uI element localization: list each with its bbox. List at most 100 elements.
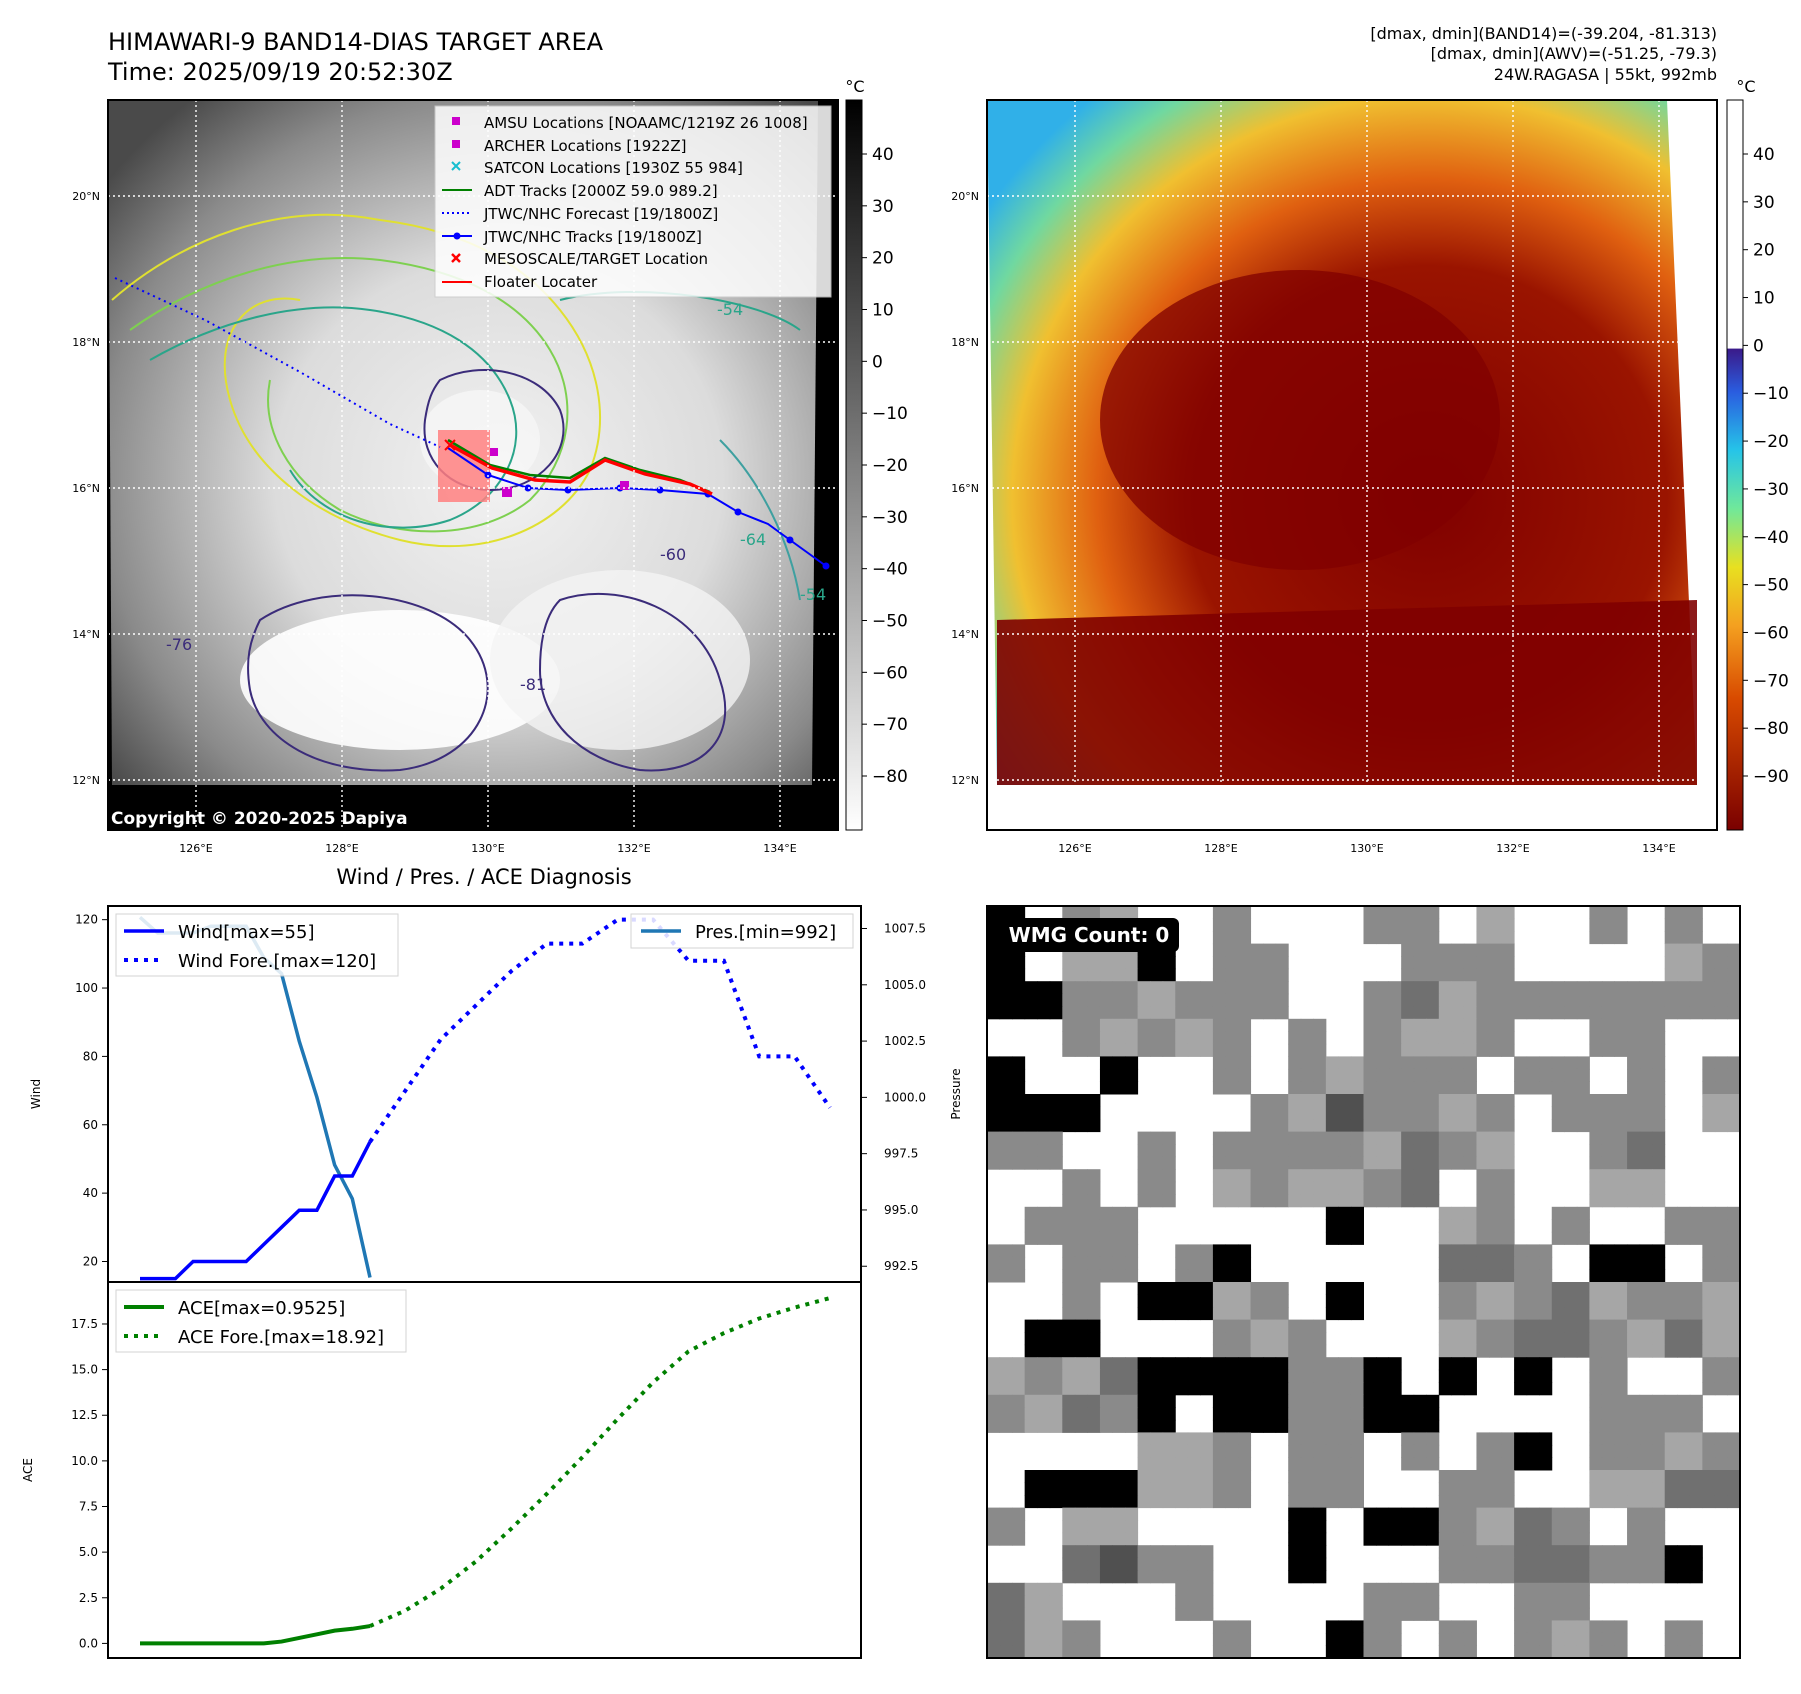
wmg-cell — [1426, 1194, 1440, 1208]
wmg-cell — [1212, 1068, 1226, 1082]
wmg-cell — [1087, 1181, 1101, 1195]
wmg-cell — [1501, 1307, 1515, 1321]
wmg-cell — [1426, 968, 1440, 982]
wmg-cell — [1589, 1394, 1603, 1408]
wmg-cell — [1476, 906, 1490, 920]
wmg-cell — [1087, 1006, 1101, 1020]
wmg-cell — [1652, 1507, 1666, 1521]
wmg-cell — [1238, 1294, 1252, 1308]
cold-cloud-south — [997, 600, 1697, 785]
wmg-cell — [1313, 1407, 1327, 1421]
wmg-cell — [1187, 993, 1201, 1007]
wmg-cell — [1350, 1432, 1364, 1446]
wmg-cell — [1300, 1357, 1314, 1371]
wmg-cell — [1564, 1219, 1578, 1233]
wmg-cell — [1677, 906, 1691, 920]
wmg-cell — [1476, 1131, 1490, 1145]
wmg-cell — [1664, 1620, 1678, 1634]
wmg-cell — [1238, 1495, 1252, 1509]
wmg-cell — [1401, 1119, 1415, 1133]
wmg-cell — [1099, 1557, 1113, 1571]
wmg-cell — [1714, 943, 1728, 957]
wmg-cell — [1463, 1244, 1477, 1258]
wmg-cell — [1514, 1332, 1528, 1346]
wmg-cell — [1300, 1144, 1314, 1158]
wmg-cell — [1664, 968, 1678, 982]
wmg-cell — [1501, 1557, 1515, 1571]
wmg-cell — [1576, 1106, 1590, 1120]
wmg-cell — [1313, 1507, 1327, 1521]
wmg-cell — [1601, 1444, 1615, 1458]
wmg-cell — [1325, 1282, 1339, 1296]
wmg-cell — [1639, 1269, 1653, 1283]
wmg-cell — [1401, 1607, 1415, 1621]
wmg-cell — [987, 968, 1001, 982]
wmg-cell — [1313, 1357, 1327, 1371]
colorbar-tick-label: 0 — [872, 352, 883, 372]
wmg-cell — [1589, 1419, 1603, 1433]
wmg-cell — [1401, 1394, 1415, 1408]
wmg-cell — [1714, 1332, 1728, 1346]
wmg-cell — [1601, 906, 1615, 920]
wmg-cell — [1576, 1219, 1590, 1233]
wmg-cell — [1175, 1482, 1189, 1496]
wmg-cell — [1576, 1607, 1590, 1621]
wmg-cell — [1150, 1495, 1164, 1509]
wmg-cell — [1476, 1256, 1490, 1270]
wmg-cell — [1212, 956, 1226, 970]
wmg-cell — [1325, 1094, 1339, 1108]
wmg-cell — [1702, 993, 1716, 1007]
wmg-cell — [1489, 1294, 1503, 1308]
wmg-cell — [1150, 1307, 1164, 1321]
wmg-cell — [1526, 1607, 1540, 1621]
wmg-cell — [1652, 1394, 1666, 1408]
wmg-cell — [1702, 1357, 1716, 1371]
wmg-cell — [1049, 1495, 1063, 1509]
wmg-cell — [1576, 1068, 1590, 1082]
wmg-cell — [1451, 1382, 1465, 1396]
wmg-cell — [1639, 1319, 1653, 1333]
wmg-cell — [1639, 1419, 1653, 1433]
wmg-cell — [1514, 1457, 1528, 1471]
wmg-cell — [1137, 1307, 1151, 1321]
wmg-cell — [1376, 1169, 1390, 1183]
diagnosis-title: Wind / Pres. / ACE Diagnosis — [336, 865, 631, 889]
wmg-cell — [1037, 1620, 1051, 1634]
wmg-cell — [1187, 1457, 1201, 1471]
wmg-cell — [1175, 1382, 1189, 1396]
wmg-cell — [1601, 1031, 1615, 1045]
wmg-cell — [1639, 1482, 1653, 1496]
wmg-cell — [987, 1369, 1001, 1383]
wmg-cell — [1689, 1482, 1703, 1496]
wmg-cell — [1112, 1419, 1126, 1433]
wmg-cell — [1413, 1119, 1427, 1133]
wmg-cell — [1601, 1131, 1615, 1145]
wmg-cell — [1476, 1344, 1490, 1358]
wmg-cell — [1225, 1482, 1239, 1496]
wmg-cell — [999, 906, 1013, 920]
wmg-cell — [1476, 1457, 1490, 1471]
wmg-cell — [1074, 1545, 1088, 1559]
wmg-cell — [1627, 1532, 1641, 1546]
colorbar-tick-label: −70 — [872, 715, 908, 735]
wmg-cell — [1664, 1206, 1678, 1220]
wmg-cell — [1024, 993, 1038, 1007]
wmg-cell — [1564, 1282, 1578, 1296]
wmg-cell — [1652, 1181, 1666, 1195]
wmg-cell — [1489, 993, 1503, 1007]
wmg-cell — [1551, 1307, 1565, 1321]
wmg-cell — [1489, 1557, 1503, 1571]
wmg-cell — [1388, 1156, 1402, 1170]
wmg-cell — [1463, 1144, 1477, 1158]
wmg-cell — [1099, 1206, 1113, 1220]
wmg-cell — [1589, 1545, 1603, 1559]
wmg-cell — [1639, 1068, 1653, 1082]
wmg-cell — [1614, 1131, 1628, 1145]
wmg-cell — [1225, 1131, 1239, 1145]
wmg-cell — [1652, 1156, 1666, 1170]
wmg-cell — [1614, 1632, 1628, 1646]
wmg-cell — [1062, 906, 1076, 920]
wmg-cell — [1388, 1106, 1402, 1120]
wmg-cell — [1062, 1557, 1076, 1571]
wmg-cell — [1388, 1607, 1402, 1621]
